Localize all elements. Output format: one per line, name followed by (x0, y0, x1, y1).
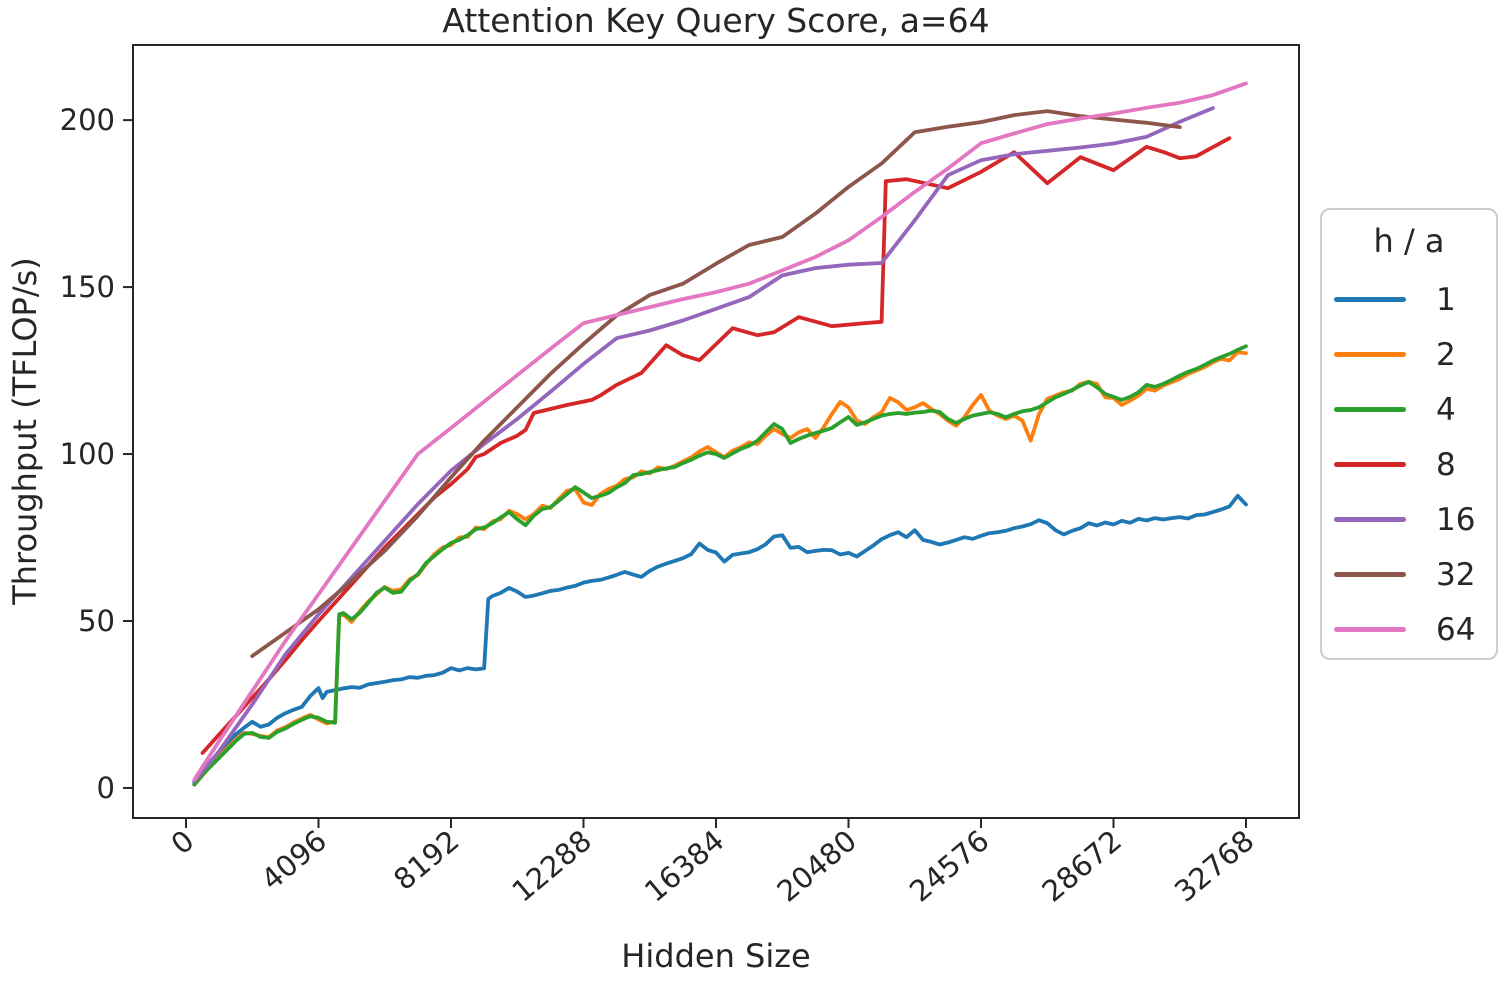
legend-line-swatch (1334, 297, 1406, 302)
y-tick-label: 100 (60, 437, 115, 471)
chart-title: Attention Key Query Score, a=64 (442, 1, 989, 40)
series-line-1 (192, 493, 1248, 785)
legend-item-label: 64 (1436, 611, 1476, 648)
x-tick-label: 8192 (387, 823, 465, 896)
x-tick-label: 0 (164, 823, 200, 861)
legend-item-64: 64 (1322, 602, 1496, 657)
legend-item-32: 32 (1322, 547, 1496, 602)
legend-title: h / a (1373, 222, 1445, 260)
legend-item-label: 4 (1436, 391, 1456, 428)
series-line-64 (192, 81, 1248, 782)
legend-item-label: 16 (1436, 501, 1476, 538)
legend-line-swatch (1334, 572, 1406, 577)
y-tick-label: 150 (60, 270, 115, 304)
legend: h / a 1 2 4 8 16 32 64 (1320, 208, 1498, 660)
series-lines (192, 81, 1248, 787)
x-tick-label: 28672 (1035, 823, 1128, 908)
y-axis-label: Throughput (TFLOP/s) (6, 257, 44, 606)
series-line-16 (192, 106, 1215, 784)
x-tick-label: 4096 (255, 823, 333, 896)
x-tick-label: 12288 (505, 823, 598, 908)
x-tick-label: 16384 (638, 823, 731, 908)
legend-line-swatch (1334, 352, 1406, 357)
series-line-4 (192, 344, 1248, 787)
x-tick-label: 32768 (1168, 823, 1261, 908)
y-tick-label: 50 (78, 604, 115, 638)
legend-item-label: 32 (1436, 556, 1476, 593)
x-axis-label: Hidden Size (621, 937, 810, 975)
legend-item-2: 2 (1322, 327, 1496, 382)
legend-item-8: 8 (1322, 437, 1496, 492)
x-tick-label: 20480 (770, 823, 863, 908)
legend-item-label: 2 (1436, 336, 1456, 373)
legend-item-4: 4 (1322, 382, 1496, 437)
legend-line-swatch (1334, 407, 1406, 412)
plot-background (133, 45, 1299, 818)
x-axis-ticks: 0 4096 8192 12288 16384 20480 24576 28672 32768 (164, 818, 1261, 909)
legend-item-16: 16 (1322, 492, 1496, 547)
y-tick-label: 200 (60, 103, 115, 137)
legend-line-swatch (1334, 517, 1406, 522)
y-axis-ticks: 0 50 100 150 200 (60, 103, 133, 805)
y-tick-label: 0 (97, 771, 115, 805)
series-line-8 (200, 136, 1232, 755)
legend-item-1: 1 (1322, 272, 1496, 327)
series-line-32 (250, 109, 1182, 658)
legend-item-label: 1 (1436, 281, 1456, 318)
legend-line-swatch (1334, 462, 1406, 467)
legend-line-swatch (1334, 627, 1406, 632)
legend-item-label: 8 (1436, 446, 1456, 483)
x-tick-label: 24576 (903, 823, 996, 908)
